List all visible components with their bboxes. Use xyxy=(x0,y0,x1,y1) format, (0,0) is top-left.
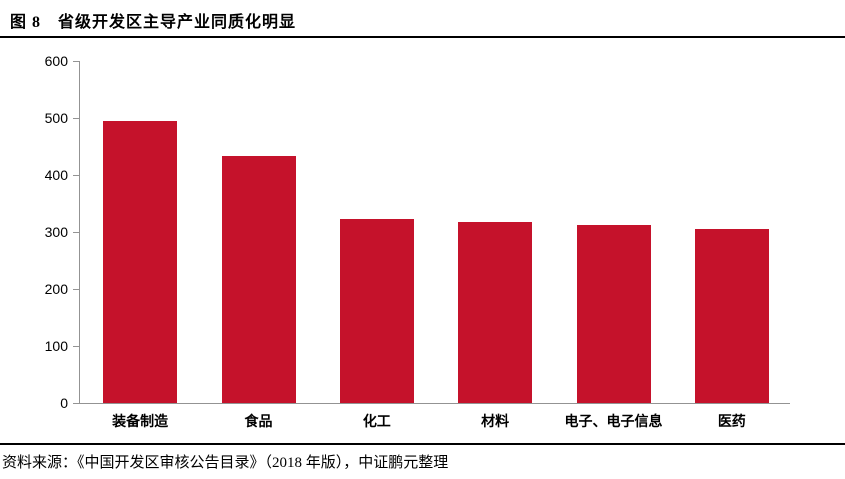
y-tick-label: 300 xyxy=(44,224,68,240)
bar-6 xyxy=(694,229,769,403)
y-tick-label: 400 xyxy=(44,167,68,183)
y-axis-tick xyxy=(73,289,79,290)
bar-4 xyxy=(458,222,533,403)
y-tick-label: 600 xyxy=(44,53,68,69)
x-axis-label: 装备制造 xyxy=(112,413,169,429)
x-axis-label: 电子、电子信息 xyxy=(564,413,663,429)
bar-5 xyxy=(576,224,651,403)
source-note: 资料来源：《中国开发区审核公告目录》（2018 年版），中证鹏元整理 xyxy=(2,455,449,471)
y-axis-tick xyxy=(73,61,79,62)
y-tick-label: 100 xyxy=(44,338,68,354)
y-axis-line xyxy=(79,61,80,403)
y-axis-tick xyxy=(73,346,79,347)
y-tick-label: 200 xyxy=(44,281,68,297)
x-axis-label: 化工 xyxy=(362,413,391,429)
x-axis-label: 食品 xyxy=(244,413,273,429)
y-tick-label: 0 xyxy=(60,395,68,411)
x-axis-label: 材料 xyxy=(481,413,510,429)
footer-divider xyxy=(0,443,845,445)
y-axis-tick xyxy=(73,118,79,119)
y-axis-tick xyxy=(73,175,79,176)
x-axis-label: 医药 xyxy=(717,413,746,429)
y-axis-tick xyxy=(73,232,79,233)
figure-title: 图 8 省级开发区主导产业同质化明显 xyxy=(10,14,297,31)
y-axis-tick xyxy=(73,403,79,404)
bar-3 xyxy=(339,218,414,403)
y-tick-label: 500 xyxy=(44,110,68,126)
x-axis-line xyxy=(79,403,790,404)
bar-1 xyxy=(103,121,178,403)
bar-2 xyxy=(221,156,296,403)
title-divider xyxy=(0,36,845,38)
